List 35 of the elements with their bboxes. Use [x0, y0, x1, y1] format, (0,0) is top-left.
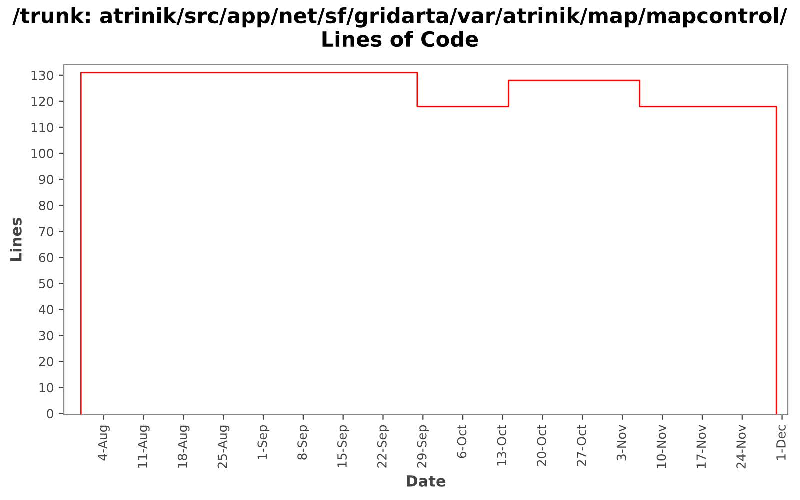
- y-tick-label: 80: [39, 200, 54, 210]
- y-tick-label: 60: [39, 253, 54, 262]
- x-tick-label: 13-Oct: [497, 425, 507, 466]
- y-tick-label: 0: [47, 409, 54, 419]
- x-tick-label: 17-Nov: [696, 425, 706, 468]
- y-tick-label: 100: [32, 148, 54, 158]
- y-tick-label: 50: [39, 279, 54, 289]
- x-tick-label: 8-Sep: [298, 425, 310, 460]
- y-tick-label: 90: [39, 174, 54, 184]
- x-tick-label: 3-Nov: [616, 425, 626, 461]
- y-tick-label: 110: [32, 122, 54, 132]
- y-tick-label: 40: [38, 305, 54, 315]
- x-tick-label: 11-Aug: [138, 426, 150, 468]
- y-tick-label: 120: [32, 96, 54, 106]
- y-tick-label: 10: [40, 383, 54, 393]
- y-axis-title: Lines: [10, 218, 22, 262]
- x-tick-label: 15-Sep: [338, 425, 350, 468]
- x-tick-label: 25-Aug: [218, 426, 230, 468]
- x-tick-label: 6-Oct: [457, 425, 467, 458]
- x-tick-label: 20-Oct: [537, 425, 546, 466]
- y-tick-label: 70: [39, 227, 54, 236]
- y-tick-label: 130: [32, 70, 54, 80]
- x-tick-label: 1-Sep: [258, 425, 270, 460]
- x-axis-title: Date: [407, 476, 446, 487]
- x-tick-label: 27-Oct: [576, 425, 586, 466]
- chart-title: /trunk: atrinik/src/app/net/sf/gridarta/var/atrinik/map/mapcontrol/ Lines of Code: [12, 8, 788, 48]
- x-tick-label: 29-Sep: [417, 425, 430, 468]
- x-tick-label: 22-Sep: [377, 425, 390, 468]
- x-tick-label: 10-Nov: [656, 425, 666, 468]
- x-tick-label: 1-Dec: [776, 426, 786, 460]
- y-tick-label: 20: [39, 357, 54, 367]
- x-tick-label: 24-Nov: [736, 425, 746, 469]
- x-tick-label: 18-Aug: [178, 426, 190, 468]
- y-tick-label: 30: [39, 331, 54, 341]
- x-tick-label: 4-Aug: [98, 426, 110, 461]
